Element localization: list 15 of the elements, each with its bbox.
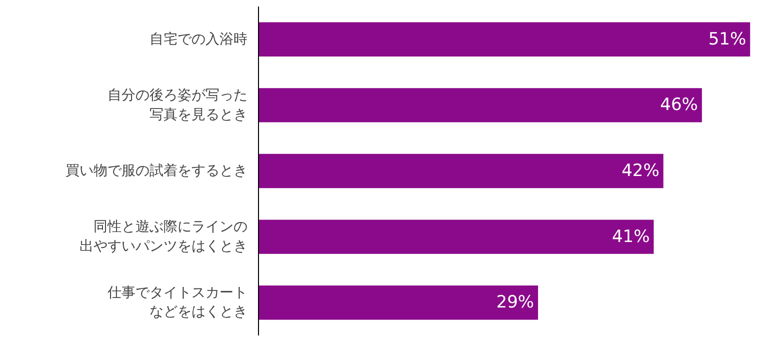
data-label: 41%: [612, 226, 650, 247]
y-tick-label: 自宅での入浴時: [150, 31, 248, 48]
bar: [258, 22, 750, 57]
y-tick-label: 自分の後ろ姿が写った写真を見るとき: [108, 88, 248, 123]
data-label: 29%: [496, 292, 534, 313]
bar: [258, 154, 664, 188]
y-tick-label: 買い物で服の試着をするとき: [66, 163, 248, 179]
data-label: 46%: [660, 95, 698, 116]
y-tick-label: 仕事でタイトスカートなどをはくとき: [106, 285, 248, 320]
bar: [258, 285, 538, 320]
data-label: 42%: [622, 161, 660, 181]
data-label: 51%: [708, 29, 746, 50]
y-tick-label: 同性と遊ぶ際にラインの出やすいパンツをはくとき: [80, 219, 248, 254]
bar: [258, 220, 654, 254]
bar: [258, 88, 702, 122]
